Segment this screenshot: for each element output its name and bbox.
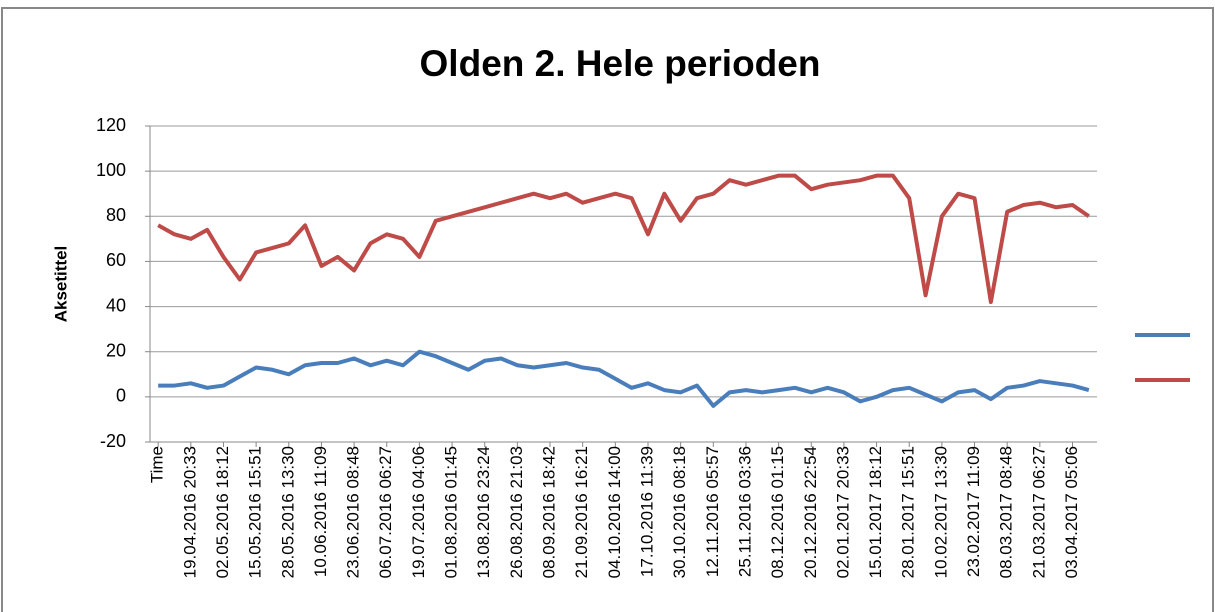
x-tick-label: 08.12.2016 01:15 xyxy=(768,446,787,578)
x-tick-label: 23.06.2016 08:48 xyxy=(344,446,363,578)
x-tick-label: 28.05.2016 13:30 xyxy=(278,446,297,578)
series-line xyxy=(158,349,1090,408)
x-tick-label: 19.07.2016 04:06 xyxy=(409,446,428,578)
x-tick-label: 13.08.2016 23:24 xyxy=(474,446,493,578)
y-tick-label: 40 xyxy=(106,295,126,315)
x-tick-label: 08.09.2016 18:42 xyxy=(540,446,559,578)
x-tick-label: 25.11.2016 03:36 xyxy=(735,446,754,577)
x-tick-label: 15.05.2016 15:51 xyxy=(246,446,265,578)
x-tick-label: 01.08.2016 01:45 xyxy=(442,446,461,578)
x-tick-label: 21.03.2017 06:27 xyxy=(1029,446,1048,578)
x-tick-label: 23.02.2017 11:09 xyxy=(964,446,983,577)
x-tick-label: 21.09.2016 16:21 xyxy=(572,446,591,578)
series-line xyxy=(157,173,1090,305)
x-tick-label: 10.02.2017 13:30 xyxy=(931,446,950,578)
x-tick-label: 08.03.2017 08:48 xyxy=(997,446,1016,578)
y-tick-label: 120 xyxy=(96,115,126,135)
y-tick-label: 20 xyxy=(106,340,126,360)
x-tick-label: Time xyxy=(148,446,167,483)
y-tick-label: 0 xyxy=(116,386,126,406)
y-tick-label: -20 xyxy=(100,431,126,451)
x-tick-label: 20.12.2016 22:54 xyxy=(801,446,820,578)
x-tick-label: 26.08.2016 21:03 xyxy=(507,446,526,578)
x-tick-label: 30.10.2016 08:18 xyxy=(670,446,689,578)
x-tick-label: 19.04.2016 20:33 xyxy=(180,446,199,578)
x-tick-label: 10.06.2016 11:09 xyxy=(311,446,330,577)
x-tick-label: 03.04.2017 05:06 xyxy=(1062,446,1081,578)
chart-frame xyxy=(1,7,1214,612)
x-tick-label: 06.07.2016 06:27 xyxy=(376,446,395,578)
x-tick-label: 12.11.2016 05:57 xyxy=(703,446,722,577)
y-axis-title: Aksetittel xyxy=(51,246,70,323)
x-tick-label: 02.01.2017 20:33 xyxy=(833,446,852,578)
y-tick-label: 100 xyxy=(96,160,126,180)
y-tick-label: 80 xyxy=(106,205,126,225)
y-tick-label: 60 xyxy=(106,250,126,270)
x-tick-label: 28.01.2017 15:51 xyxy=(899,446,918,578)
x-tick-label: 04.10.2016 14:00 xyxy=(605,446,624,578)
x-tick-label: 02.05.2016 18:12 xyxy=(213,446,232,578)
x-tick-label: 15.01.2017 18:12 xyxy=(866,446,885,578)
x-tick-label: 17.10.2016 11:39 xyxy=(637,446,656,577)
chart-title: Olden 2. Hele perioden xyxy=(420,43,821,84)
